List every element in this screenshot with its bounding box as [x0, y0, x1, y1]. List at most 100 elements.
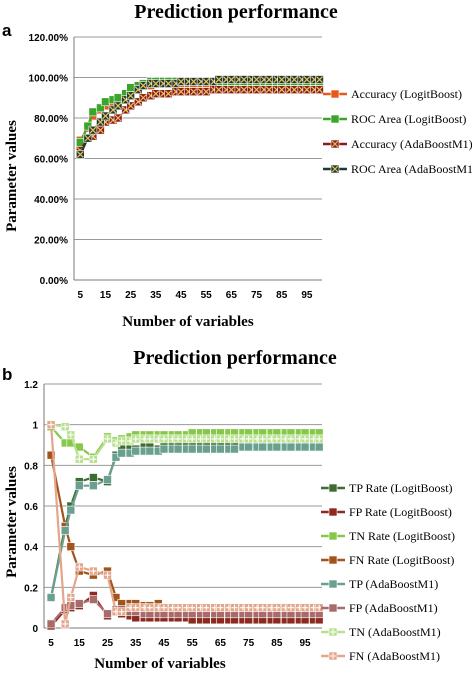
- legend-item: FP (AdaBoostM1): [321, 601, 438, 615]
- data-point: [89, 473, 98, 482]
- data-point: [131, 434, 141, 444]
- legend-marker: [328, 531, 338, 541]
- data-point: [88, 107, 98, 117]
- data-point: [88, 125, 98, 135]
- data-point: [302, 85, 312, 94]
- data-point: [173, 603, 183, 612]
- data-point: [96, 125, 105, 135]
- legend-label: Accuracy (AdaBoostM1): [351, 137, 472, 151]
- data-point: [89, 595, 98, 604]
- data-point: [300, 603, 310, 612]
- x-tick-label: 35: [130, 638, 142, 649]
- x-tick-label: 85: [276, 290, 288, 301]
- series-4: [46, 450, 324, 617]
- data-point: [286, 603, 296, 612]
- panel-a-chart: a Prediction performance Parameter value…: [2, 1, 472, 330]
- panel-b-title: Prediction performance: [133, 347, 337, 369]
- data-point: [214, 75, 224, 84]
- data-point: [227, 75, 236, 84]
- panel-b-legend: TP Rate (LogitBoost) FP Rate (LogitBoost)…: [321, 481, 455, 663]
- legend-item: Accuracy (LogitBoost): [323, 87, 462, 101]
- data-point: [113, 113, 123, 123]
- data-point: [314, 442, 324, 452]
- panel-b-y-tick-labels: 0 0.2 0.4 0.6 0.8 1 1.2: [24, 380, 38, 635]
- data-point: [187, 603, 197, 612]
- data-point: [290, 75, 299, 84]
- data-point: [60, 526, 70, 535]
- series-5: [46, 442, 324, 602]
- series-7: [46, 420, 324, 464]
- legend-label: TN Rate (LogitBoost): [349, 529, 455, 543]
- panel-a-gridlines: [73, 36, 322, 281]
- data-point: [189, 87, 198, 96]
- x-tick-label: 5: [78, 290, 84, 301]
- data-point: [151, 79, 161, 88]
- data-point: [216, 444, 225, 454]
- data-point: [131, 446, 141, 456]
- legend-marker: [328, 483, 338, 493]
- y-tick-label: 0.2: [24, 583, 38, 594]
- data-point: [173, 444, 183, 454]
- panel-a-series: [75, 75, 324, 159]
- data-point: [159, 434, 169, 444]
- series-3: [75, 85, 324, 155]
- legend-label: TP Rate (LogitBoost): [349, 481, 453, 495]
- data-point: [138, 81, 148, 90]
- data-point: [258, 434, 268, 444]
- x-tick-label: 5: [48, 638, 54, 649]
- data-point: [201, 444, 211, 454]
- data-point: [96, 103, 105, 113]
- data-point: [252, 85, 261, 94]
- legend-item: FP Rate (LogitBoost): [321, 505, 452, 519]
- x-tick-label: 15: [74, 638, 86, 649]
- data-point: [60, 619, 70, 629]
- x-tick-label: 65: [215, 638, 227, 649]
- data-point: [126, 83, 135, 92]
- data-point: [230, 434, 239, 444]
- data-point: [103, 609, 112, 619]
- legend-item: ROC Area (LogitBoost): [323, 112, 466, 126]
- data-point: [138, 93, 148, 103]
- data-point: [227, 85, 236, 94]
- data-point: [201, 434, 211, 444]
- data-point: [60, 422, 70, 432]
- series-1: [46, 436, 324, 602]
- legend-marker: [328, 603, 338, 613]
- y-tick-label: 1.2: [24, 380, 38, 391]
- data-point: [164, 79, 173, 88]
- data-point: [89, 566, 98, 576]
- x-tick-label: 25: [125, 290, 137, 301]
- data-point: [74, 599, 84, 608]
- legend-label: Accuracy (LogitBoost): [351, 87, 462, 101]
- x-tick-label: 85: [271, 638, 283, 649]
- data-point: [103, 570, 112, 580]
- legend-label: TP (AdaBoostM1): [349, 577, 438, 591]
- data-point: [126, 91, 135, 101]
- data-point: [216, 603, 225, 612]
- data-point: [277, 85, 287, 94]
- legend-marker: [330, 164, 340, 174]
- series-8: [46, 420, 324, 629]
- legend-label: ROC Area (LogitBoost): [351, 112, 466, 126]
- legend-item: TN Rate (LogitBoost): [321, 529, 455, 543]
- data-point: [187, 434, 197, 444]
- legend-label: FN Rate (LogitBoost): [349, 553, 454, 567]
- y-tick-label: 20.00%: [34, 236, 68, 247]
- x-tick-label: 75: [251, 290, 263, 301]
- data-point: [252, 75, 261, 84]
- panel-b-x-tick-labels: 5 15 25 35 45 55 65 75 85 95: [48, 638, 311, 649]
- data-point: [75, 150, 85, 159]
- data-point: [117, 607, 126, 617]
- data-point: [315, 75, 324, 84]
- data-point: [173, 434, 183, 444]
- legend-item: ROC Area (AdaBoostM1): [323, 162, 472, 176]
- data-point: [113, 101, 123, 111]
- data-point: [272, 442, 282, 452]
- data-point: [201, 603, 211, 612]
- legend-item: FN (AdaBoostM1): [321, 649, 440, 663]
- x-tick-label: 15: [100, 290, 112, 301]
- panel-b-label: b: [2, 365, 12, 384]
- data-point: [131, 603, 141, 612]
- data-point: [277, 75, 287, 84]
